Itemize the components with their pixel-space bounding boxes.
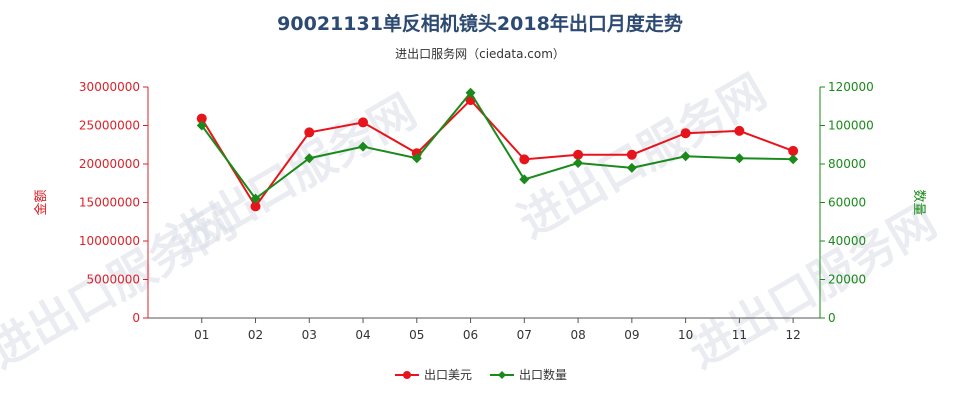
series-line bbox=[200, 98, 794, 209]
x-tick-label: 12 bbox=[785, 328, 800, 342]
data-point bbox=[626, 149, 637, 160]
legend-label: 出口数量 bbox=[519, 367, 567, 382]
x-tick-label: 09 bbox=[624, 328, 639, 342]
x-tick-label: 08 bbox=[570, 328, 585, 342]
y-right-tick-label: 20000 bbox=[828, 273, 866, 287]
data-point bbox=[358, 141, 369, 152]
x-tick-label: 07 bbox=[517, 328, 532, 342]
legend-marker bbox=[403, 371, 411, 379]
y-right-tick-label: 40000 bbox=[828, 234, 866, 248]
y-right-tick-label: 60000 bbox=[828, 196, 866, 210]
y-left-axis-title: 金额 bbox=[33, 189, 49, 215]
y-left-tick-label: 15000000 bbox=[79, 196, 140, 210]
data-point bbox=[519, 174, 530, 185]
y-left-tick-label: 20000000 bbox=[79, 157, 140, 171]
y-left-tick-label: 10000000 bbox=[79, 234, 140, 248]
data-point bbox=[250, 201, 261, 212]
legend-marker bbox=[498, 371, 506, 379]
x-tick-label: 05 bbox=[409, 328, 424, 342]
data-point bbox=[250, 193, 261, 204]
y-left-tick-label: 30000000 bbox=[79, 80, 140, 94]
data-point bbox=[680, 151, 691, 162]
data-point bbox=[573, 149, 584, 160]
x-tick-label: 02 bbox=[248, 328, 263, 342]
data-point bbox=[358, 117, 369, 128]
data-point bbox=[680, 128, 691, 139]
y-right-tick-label: 100000 bbox=[828, 119, 874, 133]
data-point bbox=[196, 113, 207, 124]
data-point bbox=[734, 125, 745, 136]
data-point bbox=[573, 158, 584, 169]
x-tick-label: 06 bbox=[463, 328, 478, 342]
legend: 出口美元 出口数量 bbox=[395, 367, 567, 382]
series-2 bbox=[196, 87, 799, 204]
series-layer bbox=[196, 87, 799, 212]
y-right-tick-label: 0 bbox=[828, 311, 836, 325]
chart-title: 90021131单反相机镜头2018年出口月度走势 bbox=[277, 12, 683, 35]
x-tick-label: 01 bbox=[194, 328, 209, 342]
axes-layer: 0 5000000 10000000 15000000 20000000 25000000… bbox=[33, 80, 926, 342]
x-tick-label: 10 bbox=[678, 328, 693, 342]
data-point bbox=[196, 120, 207, 131]
y-right-tick-label: 80000 bbox=[828, 157, 866, 171]
x-tick-label: 04 bbox=[355, 328, 370, 342]
data-point bbox=[411, 153, 422, 164]
data-point bbox=[734, 153, 745, 164]
watermark-text: 进出口服务网 bbox=[679, 194, 945, 379]
data-point bbox=[626, 162, 637, 173]
y-right-tick-label: 120000 bbox=[828, 80, 874, 94]
data-point bbox=[788, 154, 799, 165]
legend-item: 出口数量 bbox=[490, 367, 567, 382]
y-left-tick-label: 5000000 bbox=[87, 273, 140, 287]
data-point bbox=[304, 127, 315, 138]
legend-label: 出口美元 bbox=[424, 368, 472, 382]
data-point bbox=[519, 154, 530, 165]
data-point bbox=[788, 145, 799, 156]
x-tick-label: 03 bbox=[302, 328, 317, 342]
y-left-tick-label: 0 bbox=[132, 311, 140, 325]
data-point bbox=[465, 87, 476, 98]
series-line bbox=[200, 91, 794, 201]
y-right-axis-title: 数量 bbox=[911, 189, 926, 215]
series-1 bbox=[196, 95, 799, 212]
chart-subtitle: 进出口服务网（ciedata.com） bbox=[395, 46, 565, 61]
data-point bbox=[304, 153, 315, 164]
watermark-text: 进出口服务网 bbox=[509, 64, 775, 249]
y-left-tick-label: 25000000 bbox=[79, 119, 140, 133]
legend-item: 出口美元 bbox=[395, 368, 472, 382]
x-tick-label: 11 bbox=[732, 328, 747, 342]
